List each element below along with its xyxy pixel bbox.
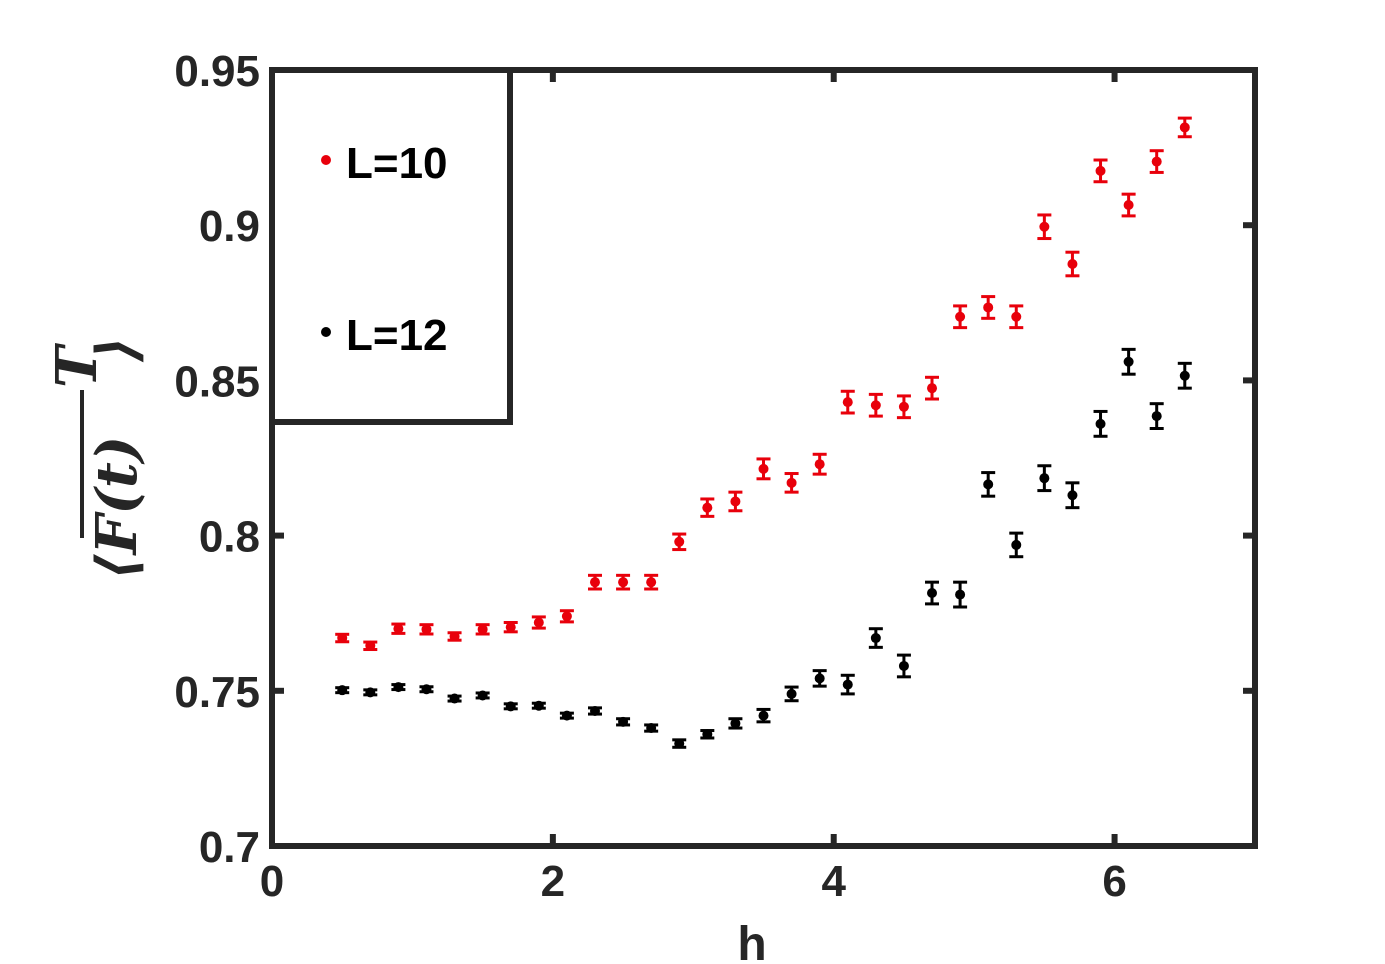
- y-axis-label-text: ⟨F(t): [84, 436, 150, 580]
- data-point: [337, 685, 348, 696]
- data-point: [786, 688, 797, 699]
- data-point: [505, 622, 516, 633]
- data-point: [1067, 490, 1078, 501]
- data-point: [1179, 122, 1190, 133]
- data-point: [589, 577, 600, 588]
- data-point: [393, 623, 404, 634]
- data-point: [955, 589, 966, 600]
- data-point: [814, 673, 825, 684]
- series-layer: [335, 116, 1192, 749]
- data-point: [898, 401, 909, 412]
- data-point: [786, 477, 797, 488]
- data-point: [730, 718, 741, 729]
- data-point: [1151, 411, 1162, 422]
- data-point: [449, 693, 460, 704]
- series-l-10: [335, 116, 1192, 652]
- plot-area-frame: [269, 67, 1258, 849]
- data-point: [1095, 165, 1106, 176]
- data-point: [1039, 473, 1050, 484]
- data-point: [1151, 156, 1162, 167]
- data-point: [449, 631, 460, 642]
- data-point: [730, 496, 741, 507]
- data-point: [814, 459, 825, 470]
- data-point: [646, 723, 657, 734]
- x-tick-label: 6: [1102, 857, 1126, 906]
- data-point: [1039, 221, 1050, 232]
- data-point: [674, 738, 685, 749]
- y-tick-label: 0.9: [199, 202, 260, 251]
- y-tick-label: 0.7: [199, 823, 260, 872]
- data-point: [983, 302, 994, 313]
- data-point: [758, 710, 769, 721]
- data-point: [561, 710, 572, 721]
- data-point: [421, 624, 432, 635]
- data-point: [561, 611, 572, 622]
- legend-box: [269, 67, 513, 425]
- data-point: [674, 536, 685, 547]
- x-tick-label: 0: [260, 857, 284, 906]
- data-point: [870, 400, 881, 411]
- legend-label-l12: L=12: [346, 311, 448, 360]
- y-axis-label-close: ⟩: [84, 336, 150, 363]
- data-point: [842, 679, 853, 690]
- data-point: [618, 577, 629, 588]
- data-point: [421, 684, 432, 695]
- y-tick-label: 0.75: [174, 668, 260, 717]
- data-point: [1123, 200, 1134, 211]
- data-point: [955, 311, 966, 322]
- data-point: [1095, 418, 1106, 429]
- series-l-12: [335, 347, 1192, 749]
- y-tick-label: 0.85: [174, 357, 260, 406]
- data-point: [337, 633, 348, 644]
- data-point: [477, 690, 488, 701]
- x-tick-label: 2: [541, 857, 565, 906]
- y-tick-label: 0.95: [174, 47, 260, 96]
- legend: L=10 L=12: [269, 67, 513, 425]
- y-axis-label-superscript: T: [44, 342, 110, 388]
- data-point: [702, 502, 713, 513]
- data-point: [842, 397, 853, 408]
- data-point: [1123, 356, 1134, 367]
- legend-label-l10: L=10: [346, 139, 448, 188]
- data-point: [1011, 311, 1022, 322]
- data-point: [758, 463, 769, 474]
- data-point: [898, 660, 909, 671]
- data-point: [365, 640, 376, 651]
- data-point: [702, 729, 713, 740]
- y-axis-label: ⟨F(t) T ⟩: [44, 336, 150, 580]
- x-axis-label: h: [737, 918, 766, 964]
- data-point: [927, 383, 938, 394]
- data-point: [505, 701, 516, 712]
- data-point: [533, 617, 544, 628]
- legend-marker-l12: [321, 327, 331, 337]
- data-point: [589, 705, 600, 716]
- data-point: [1011, 539, 1022, 550]
- y-tick-label: 0.8: [199, 513, 260, 562]
- data-point: [983, 479, 994, 490]
- data-point: [477, 624, 488, 635]
- data-point: [1067, 259, 1078, 269]
- data-point: [870, 633, 881, 644]
- data-point: [1179, 370, 1190, 381]
- data-point: [646, 577, 657, 588]
- data-point: [533, 700, 544, 711]
- x-tick-label: 4: [821, 857, 846, 906]
- legend-marker-l10: [321, 155, 331, 165]
- data-point: [618, 716, 629, 727]
- data-point: [927, 588, 938, 599]
- data-point: [393, 682, 404, 693]
- data-point: [365, 687, 376, 698]
